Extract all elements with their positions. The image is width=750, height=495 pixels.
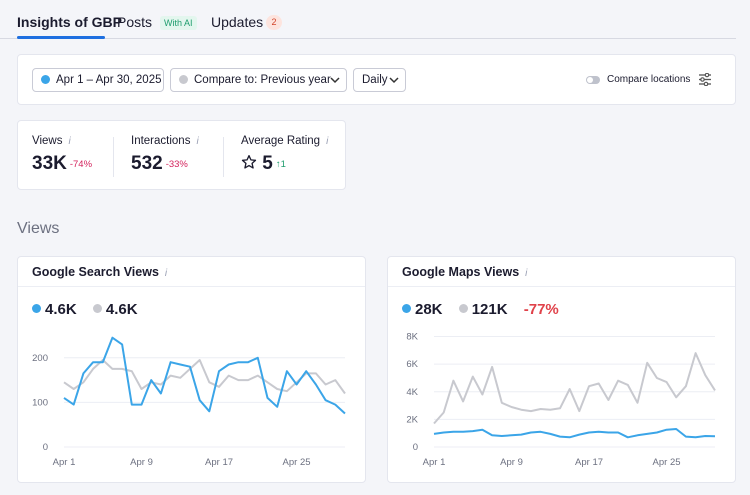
legend-dot [458,304,468,313]
compare-dropdown[interactable]: Compare to: Previous year [170,68,347,92]
x-tick-label: Apr 25 [283,457,311,468]
compare-locations-label: Compare locations [607,74,691,85]
x-tick-label: Apr 17 [205,457,233,468]
legend-dot [32,304,41,313]
granularity-dropdown[interactable]: Daily [353,68,406,92]
rating-value: 5 [262,153,273,174]
info-icon[interactable]: i [196,136,199,147]
star-icon [241,155,257,169]
legend-change: -77% [523,301,559,318]
current-period-dot [41,75,50,84]
compare-label: Compare to: Previous year [194,74,331,86]
kpi-rating: Average Rating i 5 ↑1 [241,135,328,175]
previous-period-dot [179,75,188,84]
search-views-chart[interactable]: 0 100 200 Apr 1 Apr 9 Apr 17 Apr 25 [18,327,365,482]
legend-dot [402,304,411,313]
chevron-down-icon [389,77,399,84]
date-range-label: Apr 1 – Apr 30, 2025 [56,74,162,86]
filter-bar: Apr 1 – Apr 30, 2025 Compare to: Previou… [17,54,736,105]
tab-bar: Insights of GBP Posts With AI Updates 2 [0,0,736,39]
y-tick-label: 100 [32,397,48,408]
x-tick-label: Apr 17 [575,457,603,468]
legend-value: 121K [471,301,508,318]
compare-locations-toggle[interactable] [586,76,600,84]
tab-insights[interactable]: Insights of GBP [17,14,122,30]
info-icon[interactable]: i [68,136,71,147]
with-ai-badge: With AI [160,16,197,30]
sliders-icon[interactable] [698,73,712,86]
legend-value: 4.6K [45,301,77,318]
y-tick-label: 2K [406,414,418,425]
granularity-label: Daily [362,74,388,86]
x-tick-label: Apr 9 [500,457,523,468]
divider [18,286,365,287]
info-icon[interactable]: i [525,268,528,279]
legend-value: 28K [415,301,443,318]
interactions-value: 532 [131,153,163,174]
legend-dot [92,304,102,313]
interactions-label: Interactions [131,135,191,147]
search-views-card: Google Search Views i 4.6K 4.6K 0 100 200 Ap… [17,256,366,483]
divider [223,137,224,177]
maps-views-chart[interactable]: 0 2K 4K 6K 8K Apr 1 Apr 9 Apr 17 Apr 25 [388,327,735,482]
kpi-interactions: Interactions i 532 -33% [131,135,199,175]
legend-previous: 121K [458,301,508,318]
date-range-picker[interactable]: Apr 1 – Apr 30, 2025 [32,68,164,92]
views-delta: -74% [69,159,93,170]
x-tick-label: Apr 1 [423,457,446,468]
y-tick-label: 4K [406,387,418,398]
views-label: Views [32,135,63,147]
views-value: 33K [32,153,67,174]
y-tick-label: 200 [32,353,48,364]
arrow-up-icon: ↑ [275,159,281,170]
x-tick-label: Apr 1 [53,457,76,468]
tab-updates[interactable]: Updates [211,14,264,30]
kpi-card: Views i 33K -74% Interactions i 532 -33% Ave… [17,120,346,190]
y-tick-label: 6K [406,359,418,370]
chart-title: Google Maps Views [402,265,520,279]
legend-value: 4.6K [105,301,138,318]
updates-count-badge: 2 [266,15,282,30]
divider [113,137,114,177]
legend-current: 4.6K [32,301,77,318]
series-line-current [433,428,716,439]
chart-legend: 28K 121K -77% [402,301,571,318]
maps-views-card: Google Maps Views i 28K 121K -77% 0 2K 4K 6K… [387,256,736,483]
series-line-current [63,336,346,415]
active-tab-indicator [17,36,105,39]
legend-current: 28K [402,301,443,318]
chart-legend: 4.6K 4.6K [32,301,150,318]
x-tick-label: Apr 25 [653,457,681,468]
tab-posts[interactable]: Posts [117,14,153,30]
info-icon[interactable]: i [326,136,329,147]
legend-previous: 4.6K [92,301,138,318]
y-tick-label: 8K [406,332,418,343]
y-tick-label: 0 [43,442,48,453]
section-title: Views [17,220,60,237]
rating-label: Average Rating [241,135,321,147]
x-tick-label: Apr 9 [130,457,153,468]
interactions-delta: -33% [165,159,188,170]
chart-title: Google Search Views [32,265,159,279]
series-line-previous [433,352,716,425]
chevron-down-icon [330,77,340,84]
y-tick-label: 0 [413,442,418,453]
divider [388,286,735,287]
info-icon[interactable]: i [164,268,168,279]
rating-delta: 1 [280,159,286,170]
kpi-views: Views i 33K -74% [32,135,92,175]
